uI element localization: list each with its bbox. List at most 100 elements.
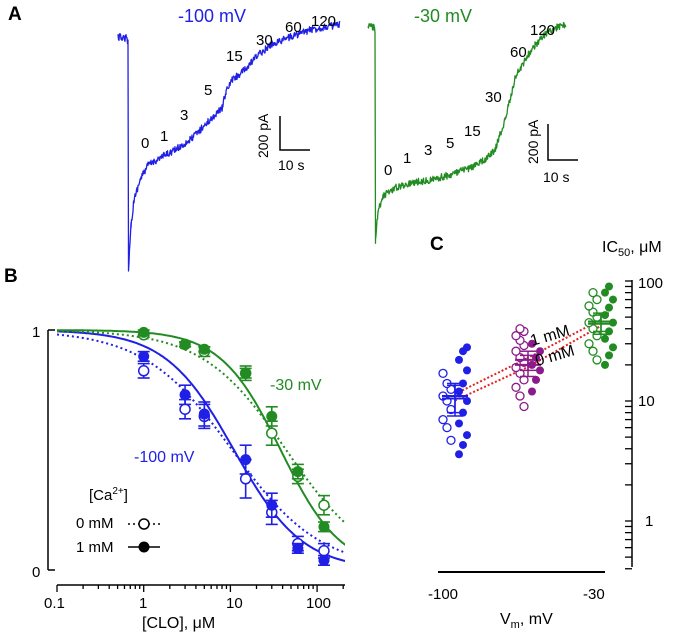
ic50-point-filled	[459, 440, 467, 449]
scale-bar-right	[547, 124, 578, 161]
data-point-filled	[318, 521, 330, 533]
c-y-tick-label: 100	[638, 275, 663, 292]
y-tick-label: 0	[32, 564, 40, 581]
data-point-filled	[179, 338, 191, 350]
dose-label: 15	[464, 123, 481, 140]
data-point-filled	[138, 326, 150, 338]
annotation-minus30: -30 mV	[270, 377, 322, 394]
legend-title: [Ca2+]	[89, 486, 128, 504]
ic50-point-open	[438, 368, 448, 378]
ic50-point-filled	[455, 355, 463, 364]
scale-left-current: 200 pA	[255, 113, 271, 158]
dose-label: 5	[446, 135, 454, 152]
dose-label: 0	[384, 162, 392, 179]
trace-left	[117, 20, 341, 272]
data-point-filled	[198, 408, 210, 420]
legend-entry-1mM: 1 mM	[76, 539, 114, 556]
c-y-tick-label: 10	[638, 393, 655, 410]
data-point-open	[239, 473, 252, 485]
ic50-point-open	[592, 294, 602, 305]
ic50-point-open	[511, 346, 521, 356]
scale-left-time: 10 s	[278, 157, 304, 173]
data-point-open	[318, 499, 330, 511]
dose-label: 1	[160, 128, 168, 145]
ic50-point-open	[442, 422, 452, 433]
data-point-filled	[292, 466, 304, 478]
trace-right	[367, 22, 567, 244]
dose-label: 60	[285, 19, 302, 36]
panel-a-label: A	[8, 4, 22, 25]
trace-right-label: -30 mV	[414, 6, 472, 26]
trace-left-label: -100 mV	[178, 6, 246, 26]
scale-bar-left	[279, 116, 310, 151]
data-point-filled	[318, 554, 330, 566]
panel-b: B 1 0 0.1 1 10 100 [CLO], μM -100 mV -30…	[4, 266, 345, 632]
dose-label: 60	[510, 44, 527, 61]
dose-label: 30	[485, 89, 502, 106]
data-point-open	[266, 427, 278, 439]
fit-curve	[57, 333, 345, 554]
ic50-point-filled	[536, 347, 544, 356]
legend: [Ca2+] 0 mM 1 mM	[76, 486, 160, 556]
dose-label: 120	[311, 13, 336, 30]
ic50-point-filled	[609, 343, 617, 352]
ic50-point-open	[511, 382, 521, 392]
data-point-filled	[266, 410, 278, 422]
c-y-axis-label: IC50, μM	[602, 239, 662, 259]
ic50-point-filled	[455, 450, 463, 459]
data-point-open	[137, 365, 150, 377]
dose-label: 3	[180, 107, 188, 124]
ic50-point-open	[446, 435, 456, 445]
data-point-open	[318, 545, 330, 557]
data-point-filled	[240, 454, 252, 466]
x-axis-label: [CLO], μM	[142, 615, 215, 632]
ic50-point-open	[592, 355, 602, 365]
ic50-point-filled	[601, 288, 609, 297]
dose-label: 0	[141, 135, 149, 152]
ic50-point-filled	[536, 366, 544, 375]
dose-label: 1	[403, 150, 411, 167]
x-tick-label: 1	[139, 595, 147, 612]
dose-label: 120	[530, 22, 555, 39]
ic50-point-filled	[601, 360, 609, 369]
ic50-point-open	[519, 401, 529, 412]
dose-label: 30	[256, 32, 273, 49]
ic50-point-filled	[605, 303, 613, 312]
ic50-point-filled	[463, 343, 471, 352]
ic50-point-open	[588, 287, 598, 298]
ic50-point-open	[438, 414, 448, 425]
data-point-filled	[292, 542, 304, 554]
ic50-point-filled	[528, 387, 536, 396]
ic50-point-filled	[605, 282, 613, 291]
legend-marker-open	[138, 518, 150, 530]
x-ticks	[56, 585, 344, 592]
panel-c-label: C	[430, 234, 444, 255]
ic50-point-open	[515, 324, 525, 334]
ic50-point-open	[511, 331, 521, 341]
ic50-point-open	[584, 339, 594, 349]
y-tick-label: 1	[32, 324, 40, 341]
dose-label: 3	[424, 142, 432, 159]
panel-c-plot	[438, 282, 617, 459]
panel-b-points	[137, 326, 330, 567]
data-point-filled	[240, 367, 252, 379]
panel-c: C IC50, μM 100 10 1 -100 -30 Vm, mV 1 mM…	[428, 234, 663, 631]
legend-entry-0mM: 0 mM	[76, 515, 114, 532]
fit-curve	[57, 330, 345, 525]
ic50-point-filled	[463, 366, 471, 375]
panel-a: A -100 mV -30 mV 0 1 3 5 15 30 60 120 0 …	[8, 4, 578, 272]
data-point-filled	[179, 389, 191, 401]
ic50-point-filled	[455, 419, 463, 428]
legend-marker-filled	[138, 541, 150, 553]
scale-right-time: 10 s	[543, 169, 569, 185]
data-point-filled	[198, 343, 210, 355]
x-tick-label: 10	[226, 595, 243, 612]
ic50-point-filled	[463, 431, 471, 440]
c-x-tick-label: -30	[583, 586, 605, 603]
x-tick-label: 100	[306, 595, 331, 612]
ic50-point-filled	[528, 339, 536, 348]
ic50-point-open	[584, 317, 594, 328]
panel-b-label: B	[4, 266, 18, 287]
dose-label: 15	[226, 48, 243, 65]
